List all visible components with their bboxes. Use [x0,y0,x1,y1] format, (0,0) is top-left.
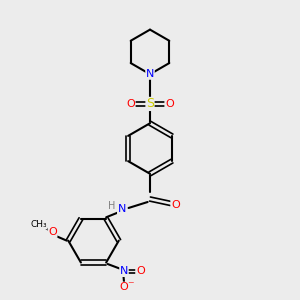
Text: N: N [120,266,128,276]
Text: N: N [146,69,154,79]
Text: H: H [108,201,116,211]
Text: S: S [146,98,154,110]
Text: N: N [118,204,126,214]
Text: O: O [48,227,57,237]
Text: O: O [136,266,145,276]
Text: O: O [171,200,180,210]
Text: CH₃: CH₃ [30,220,47,229]
Text: O: O [126,99,135,109]
Text: O: O [165,99,174,109]
Text: ⁻: ⁻ [127,279,134,292]
Text: O: O [120,282,128,292]
